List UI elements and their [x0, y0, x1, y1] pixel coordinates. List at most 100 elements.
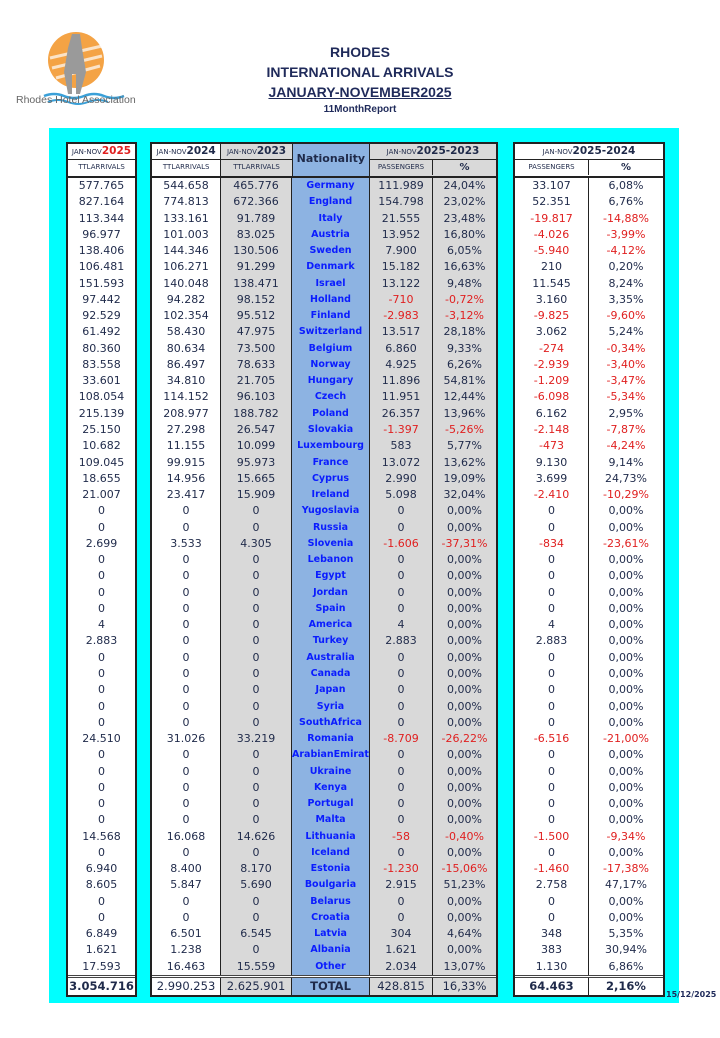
nationality-cell: America	[292, 617, 370, 634]
nationality-cell: Croatia	[292, 909, 370, 927]
arrivals-2023-cell: 98.152	[221, 291, 292, 309]
arrivals-2023-cell: 0	[221, 942, 292, 959]
table-row: 144.346 130.506 Sweden 7.900 6,05%	[152, 243, 496, 260]
arrivals-2024-cell: 11.155	[152, 438, 221, 455]
arrivals-2023-cell: 0	[221, 779, 292, 797]
passengers-diff-2024-cell: 383	[515, 942, 589, 959]
arrivals-2023-cell: 95.512	[221, 308, 292, 325]
pct-diff-2023-cell: 0,00%	[433, 665, 496, 683]
table-row: 3.533 4.305 Slovenia -1.606 -37,31%	[152, 535, 496, 553]
table-row: 0 0 Ukraine 0 0,00%	[152, 763, 496, 780]
table-row: 151.593	[68, 276, 135, 292]
passengers-diff-2023-cell: -1.230	[370, 861, 433, 878]
header-2023: JAN-NOV2023	[226, 145, 287, 157]
pct-diff-2023-cell: -3,12%	[433, 308, 496, 325]
table-row: 23.417 15.909 Ireland 5.098 32,04%	[152, 487, 496, 504]
nationality-cell: Poland	[292, 405, 370, 422]
table-row: 00ArabianEmirates00,00%	[152, 747, 496, 764]
arrivals-2025-cell: 2.883	[85, 634, 118, 648]
passengers-diff-2024-cell: 2.758	[515, 877, 589, 894]
arrivals-2023-cell: 0	[221, 714, 292, 732]
table-row: -6.098 -5,34%	[515, 389, 663, 406]
table-row: 0	[68, 650, 135, 666]
pct-diff-2023-cell: -37,31%	[433, 535, 496, 553]
pct-diff-2024-cell: 8,24%	[608, 276, 644, 290]
header-2025: JAN-NOV2025	[71, 145, 132, 157]
table-row: 80.360	[68, 341, 135, 357]
arrivals-2023-cell: 0	[221, 568, 292, 585]
passengers-diff-2024-cell: 0	[515, 844, 589, 862]
arrivals-2025-cell: 83.558	[82, 357, 121, 371]
passengers-diff-2023-cell: 0	[370, 812, 433, 829]
arrivals-2023-cell: 138.471	[221, 275, 292, 292]
nationality-cell: TOTAL	[292, 978, 370, 996]
pct-diff-2024-cell: 0,00%	[608, 813, 644, 827]
table-row: 0 0,00%	[515, 698, 663, 715]
table-row: 0	[68, 666, 135, 682]
arrivals-2024-cell: 0	[152, 649, 221, 666]
arrivals-2024-cell: 0	[152, 519, 221, 536]
passengers-diff-2023-cell: 0	[370, 665, 433, 683]
arrivals-2023-cell: 4.305	[221, 535, 292, 553]
arrivals-2024-cell: 0	[152, 844, 221, 862]
arrivals-2024-cell: 1.238	[152, 942, 221, 959]
pct-diff-2023-cell: 54,81%	[433, 373, 496, 390]
passengers-diff-2023-cell: 428.815	[370, 978, 433, 996]
passengers-diff-2024-cell: 0	[515, 649, 589, 666]
pct-diff-2023-cell: 0,00%	[433, 568, 496, 585]
table-row: 0 0 SouthAfrica 0 0,00%	[152, 714, 496, 732]
table-row: -19.817 -14,88%	[515, 210, 663, 227]
table-row: 0 0 Croatia 0 0,00%	[152, 909, 496, 927]
pct-diff-2024-cell: -10,29%	[603, 488, 649, 502]
nationality-cell: Belgium	[292, 340, 370, 357]
arrivals-2024-cell: 102.354	[152, 308, 221, 325]
pct-diff-2024-cell: -23,61%	[603, 536, 649, 550]
table-row: 0	[68, 715, 135, 731]
arrivals-2025-cell: 24.510	[82, 732, 121, 746]
table-row: 33.107 6,08%	[515, 178, 663, 195]
pct-diff-2023-cell: 32,04%	[433, 487, 496, 504]
arrivals-2025-cell: 97.442	[82, 292, 121, 306]
passengers-diff-2023-cell: 154.798	[370, 194, 433, 211]
table-row: 9.130 9,14%	[515, 454, 663, 471]
passengers-diff-2023-cell: 11.896	[370, 373, 433, 390]
passengers-diff-2024-cell: -6.516	[515, 731, 589, 748]
table-row: 0 0,00%	[515, 779, 663, 797]
pct-diff-2023-cell: 4,64%	[433, 926, 496, 943]
passengers-diff-2024-cell: 0	[515, 568, 589, 585]
report-date: 15/12/2025	[666, 990, 717, 999]
table-row: 0 0 Belarus 0 0,00%	[152, 893, 496, 910]
table-row: 0 0,00%	[515, 812, 663, 829]
nationality-cell: Jordan	[292, 584, 370, 601]
pct-diff-2024-cell: -4,12%	[606, 244, 646, 258]
arrivals-2023-cell: 0	[221, 665, 292, 683]
pct-diff-2024-cell: -17,38%	[603, 862, 649, 876]
arrivals-2024-cell: 23.417	[152, 487, 221, 504]
pct-diff-2023-cell: 13,07%	[433, 958, 496, 976]
arrivals-2024-cell: 8.400	[152, 861, 221, 878]
passengers-diff-2024-cell: 33.107	[515, 178, 589, 195]
arrivals-2025-cell: 0	[98, 813, 105, 827]
pct-diff-2024-cell: 2,95%	[608, 406, 644, 420]
passengers-diff-2024-cell: 210	[515, 259, 589, 276]
nationality-cell: Hungary	[292, 373, 370, 390]
arrivals-2023-cell: 5.690	[221, 877, 292, 894]
nationality-cell: Portugal	[292, 796, 370, 813]
pct-diff-2024-cell: 0,00%	[608, 650, 644, 664]
table-row: 34.810 21.705 Hungary 11.896 54,81%	[152, 373, 496, 390]
pct-diff-2023-cell: -0,40%	[433, 828, 496, 845]
pct-diff-2023-cell: 6,26%	[433, 356, 496, 374]
arrivals-2023-cell: 0	[221, 649, 292, 666]
table-row: 33.601	[68, 373, 135, 389]
pct-diff-2024-cell: -21,00%	[603, 732, 649, 746]
passengers-diff-2023-cell: 13.952	[370, 226, 433, 244]
table-row: 1.238 0 Albania 1.621 0,00%	[152, 942, 496, 959]
arrivals-2025-cell: 109.045	[78, 455, 125, 469]
header-2025-2023: JAN-NOV2025-2023	[386, 145, 480, 157]
table-row: 0 0,00%	[515, 649, 663, 666]
passengers-diff-2023-cell: 0	[370, 519, 433, 536]
nationality-cell: Japan	[292, 682, 370, 699]
nationality-cell: Italy	[292, 210, 370, 227]
pct-diff-2023-cell: 0,00%	[433, 519, 496, 536]
